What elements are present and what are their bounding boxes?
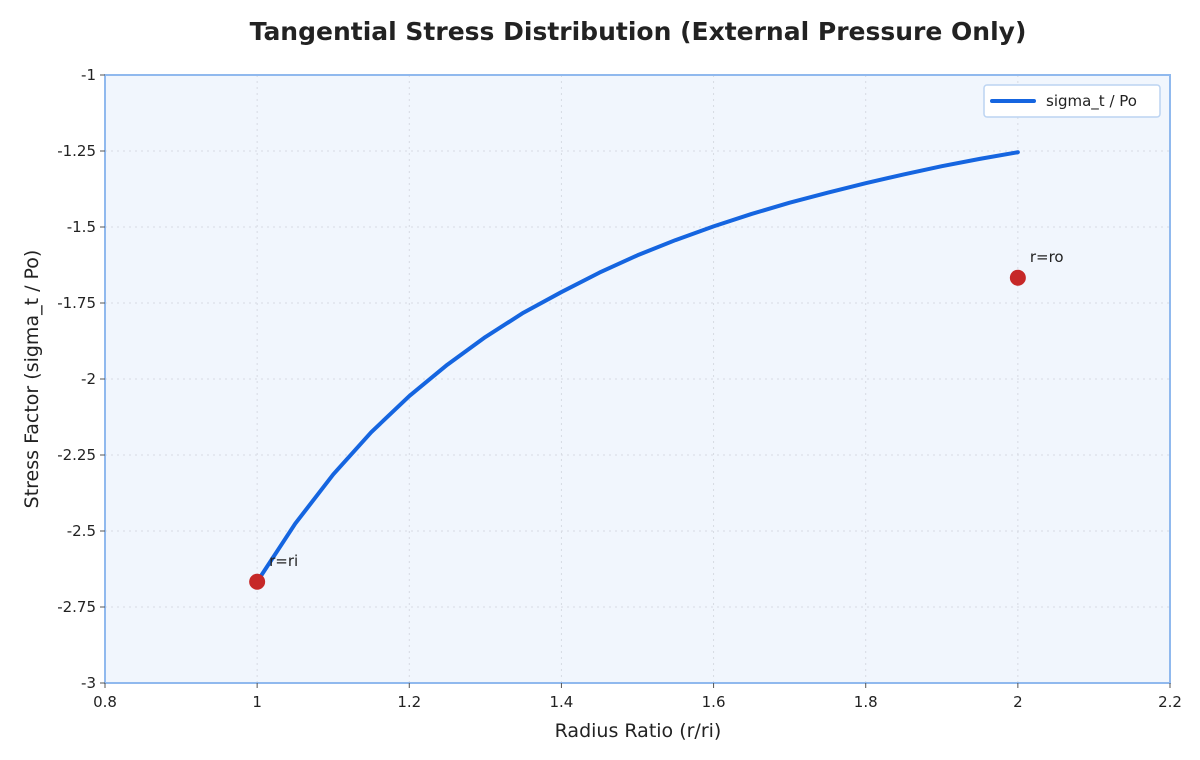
y-tick-label: -1.5 xyxy=(67,218,96,236)
y-tick-label: -2.25 xyxy=(57,446,96,464)
x-tick-label: 1.8 xyxy=(854,693,878,711)
legend-label: sigma_t / Po xyxy=(1046,92,1137,111)
series-line xyxy=(255,150,1020,584)
x-tick-label: 1.4 xyxy=(549,693,573,711)
y-tick-label: -2.75 xyxy=(57,598,96,616)
x-tick-label: 1.6 xyxy=(702,693,726,711)
x-tick-label: 2.2 xyxy=(1158,693,1182,711)
y-tick-label: -2.5 xyxy=(67,522,96,540)
y-tick-label: -1.25 xyxy=(57,142,96,160)
x-tick-label: 1 xyxy=(252,693,262,711)
x-tick-label: 0.8 xyxy=(93,693,117,711)
point-annotation: r=ri xyxy=(269,552,298,570)
marker-point xyxy=(1009,269,1026,286)
legend-box xyxy=(983,84,1161,118)
chart-title: Tangential Stress Distribution (External… xyxy=(250,17,1027,46)
point-annotation: r=ro xyxy=(1030,248,1064,266)
y-tick-label: -1.75 xyxy=(57,294,96,312)
x-axis-label: Radius Ratio (r/ri) xyxy=(555,720,722,742)
x-tick-label: 2 xyxy=(1013,693,1023,711)
y-axis-label: Stress Factor (sigma_t / Po) xyxy=(21,250,43,509)
plot-background xyxy=(105,75,1170,683)
y-tick-label: -2 xyxy=(81,370,96,388)
marker-point xyxy=(249,573,266,590)
y-tick-label: -3 xyxy=(81,674,96,692)
legend: sigma_t / Po xyxy=(983,84,1161,118)
y-tick-label: -1 xyxy=(81,66,96,84)
x-tick-label: 1.2 xyxy=(397,693,421,711)
